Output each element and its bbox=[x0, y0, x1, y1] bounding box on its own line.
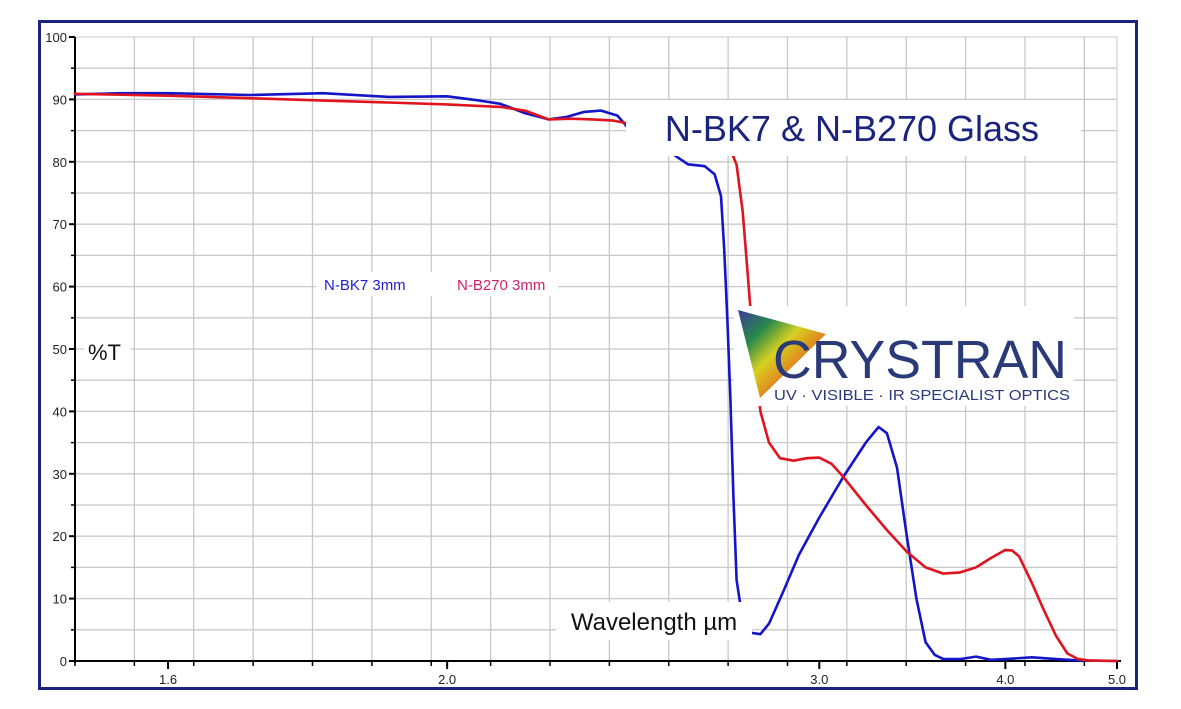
y-tick-label: 60 bbox=[53, 280, 67, 295]
series-line-nb270 bbox=[73, 92, 1119, 663]
chart-title: N-BK7 & N-B270 Glass bbox=[665, 108, 1039, 149]
logo-name: CRYSTRAN bbox=[773, 330, 1067, 390]
title-background bbox=[626, 100, 1081, 156]
y-tick-label: 80 bbox=[53, 155, 67, 170]
y-tick-label: 10 bbox=[53, 592, 67, 607]
x-tick-label: 2.0 bbox=[438, 672, 456, 687]
y-tick-label: 30 bbox=[53, 467, 67, 482]
y-axis-label: %T bbox=[88, 340, 121, 365]
y-tick-label: 100 bbox=[45, 30, 67, 45]
xlabel-background bbox=[556, 602, 752, 640]
logo-tagline: UV · VISIBLE · IR SPECIALIST OPTICS bbox=[774, 387, 1070, 404]
x-tick-label: 3.0 bbox=[810, 672, 828, 687]
ylabel-background bbox=[84, 336, 130, 366]
x-axis-label: Wavelength µm bbox=[571, 609, 737, 636]
y-tick-label: 70 bbox=[53, 217, 67, 232]
crystran-logo: CRYSTRAN UV · VISIBLE · IR SPECIALIST OP… bbox=[734, 306, 1074, 406]
x-tick-label: 4.0 bbox=[996, 672, 1014, 687]
y-tick-label: 0 bbox=[60, 654, 67, 669]
annotation-background bbox=[316, 272, 558, 296]
series-label-nb270: N-B270 3mm bbox=[457, 277, 545, 294]
x-tick-label: 5.0 bbox=[1108, 672, 1126, 687]
prism-icon bbox=[738, 310, 826, 398]
axes: 0 10 20 30 40 50 60 70 80 90 100 1.6 2.0 3.0 4.0 5.0 bbox=[45, 30, 1126, 687]
series-lines bbox=[73, 91, 1119, 663]
x-tick-label: 1.6 bbox=[159, 672, 177, 687]
chart-frame bbox=[38, 20, 1138, 690]
y-tick-label: 50 bbox=[53, 342, 67, 357]
y-tick-label: 90 bbox=[53, 92, 67, 107]
y-tick-label: 20 bbox=[53, 529, 67, 544]
y-tick-label: 40 bbox=[53, 404, 67, 419]
series-label-nbk7: N-BK7 3mm bbox=[324, 277, 406, 294]
